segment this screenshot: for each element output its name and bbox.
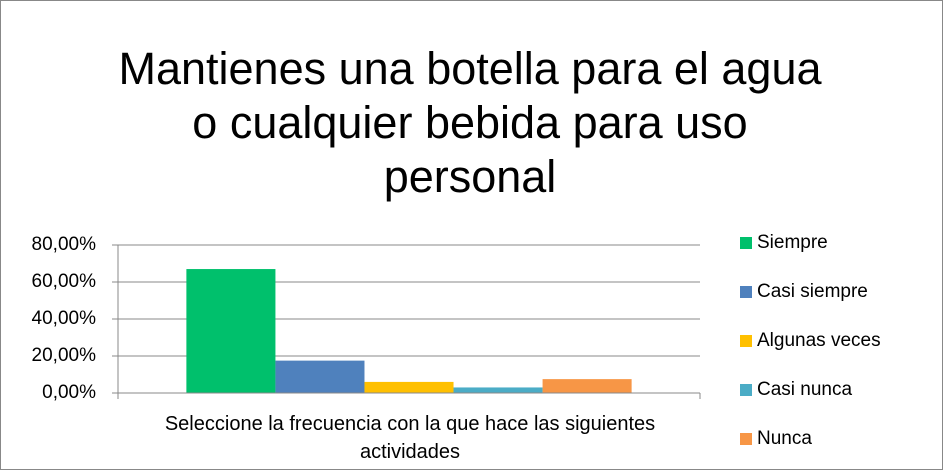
y-tick-label: 0,00% bbox=[42, 382, 96, 403]
y-tick-label: 40,00% bbox=[32, 308, 97, 329]
y-tick-label: 60,00% bbox=[32, 271, 97, 292]
bar bbox=[275, 360, 365, 393]
chart-title: Mantienes una botella para el agua o cua… bbox=[118, 43, 822, 202]
legend-swatch bbox=[740, 384, 752, 396]
bar bbox=[542, 379, 632, 393]
legend-label: Siempre bbox=[757, 232, 828, 253]
legend-swatch bbox=[740, 433, 752, 445]
legend-label: Casi siempre bbox=[757, 281, 868, 302]
legend-label: Algunas veces bbox=[757, 330, 881, 351]
legend-swatch bbox=[740, 237, 752, 249]
x-tick-label: Seleccione la frecuencia con la que hace… bbox=[164, 413, 656, 463]
legend-label: Casi nunca bbox=[757, 379, 852, 400]
y-tick-label: 80,00% bbox=[32, 234, 97, 255]
bar bbox=[186, 269, 276, 393]
y-tick-label: 20,00% bbox=[32, 345, 97, 366]
bar bbox=[453, 387, 543, 393]
legend-swatch bbox=[740, 335, 752, 347]
bar bbox=[364, 381, 454, 393]
legend-label: Nunca bbox=[757, 428, 812, 449]
legend-swatch bbox=[740, 286, 752, 298]
